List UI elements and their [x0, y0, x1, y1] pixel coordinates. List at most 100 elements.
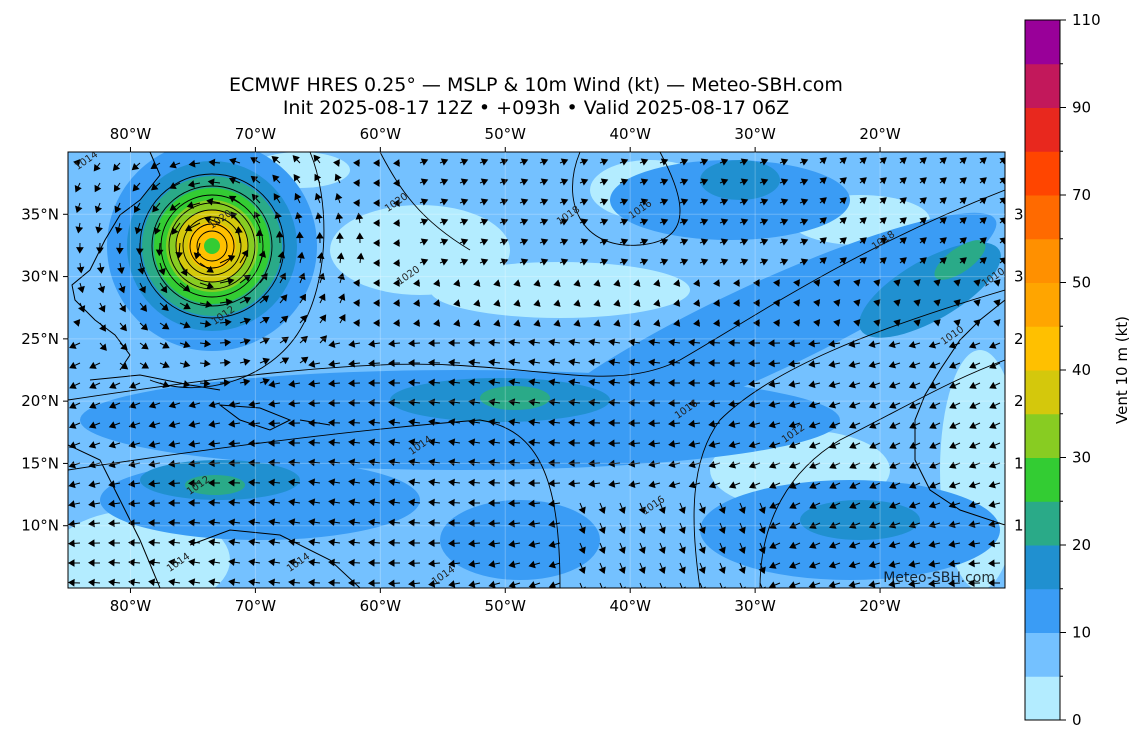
wind-arrow — [639, 258, 649, 266]
wind-arrow — [353, 299, 361, 307]
wind-arrow — [559, 158, 569, 166]
wind-arrow — [168, 558, 181, 567]
coastline — [68, 444, 161, 588]
wind-arrow — [728, 440, 741, 449]
wind-arrow — [393, 199, 401, 207]
wind-arrow — [208, 558, 221, 567]
wind-arrow — [908, 521, 921, 529]
wind-arrow — [779, 218, 789, 226]
wind-arrow — [219, 255, 236, 264]
isobar — [693, 289, 1005, 588]
wind-arrow — [148, 519, 161, 527]
wind-arrow — [335, 212, 344, 224]
wind-arrow — [128, 538, 141, 547]
wind-arrow — [548, 540, 561, 549]
wind-arrow — [428, 539, 441, 547]
wind-arrow — [548, 479, 561, 488]
wind-arrow — [999, 257, 1005, 265]
wind-arrow — [308, 458, 321, 467]
wind-arrow — [99, 322, 106, 332]
wind-arrow — [959, 257, 967, 265]
wind-arrow — [833, 299, 841, 307]
wind-arrow — [439, 158, 449, 166]
wind-arrow — [889, 401, 901, 409]
lon-label: 40°W — [609, 597, 651, 615]
hurricane-eye — [204, 238, 220, 254]
wind-arrow — [833, 319, 841, 327]
wind-arrow — [693, 279, 701, 287]
isobar — [160, 194, 264, 298]
wind-arrow — [769, 521, 781, 529]
wind-arrow — [753, 299, 761, 307]
wind-arrow — [229, 157, 241, 166]
wind-arrow — [158, 262, 166, 276]
colorbar-band — [1025, 151, 1060, 196]
wind-arrow — [659, 198, 669, 206]
colorbar-band — [1025, 282, 1060, 327]
wind-arrow — [873, 279, 881, 287]
wind-arrow — [199, 379, 211, 388]
wind-arrow — [148, 460, 161, 468]
wind-arrow — [356, 232, 364, 244]
wind-arrow — [89, 361, 101, 369]
wind-arrow — [533, 279, 541, 287]
wind-arrow — [393, 299, 401, 307]
wind-arrow — [548, 499, 561, 508]
lon-label: 50°W — [485, 597, 527, 615]
wind-arrow — [619, 178, 629, 186]
wind-arrow — [539, 158, 549, 166]
wind-arrow — [788, 561, 801, 569]
wind-arrow — [288, 518, 301, 527]
wind-arrow — [388, 498, 401, 507]
wind-peak — [185, 475, 245, 495]
wind-arrow — [539, 238, 549, 246]
wind-arrow — [993, 279, 1001, 287]
wind-arrow — [988, 441, 1001, 449]
wind-arrow — [718, 522, 726, 535]
wind-arrow — [159, 282, 168, 294]
wind-arrow — [68, 441, 81, 449]
wind-arrow — [135, 242, 144, 256]
isobar — [759, 359, 1005, 588]
wind-arrow — [138, 282, 146, 294]
wind-arrow — [979, 237, 987, 245]
wind-arrow — [828, 339, 841, 348]
wind-arrow — [849, 441, 861, 449]
wind-arrow — [588, 378, 601, 387]
wind-arrow — [479, 238, 489, 246]
wind-arrow — [813, 279, 821, 287]
wind-arrow — [568, 358, 581, 367]
wind-arrow — [137, 262, 146, 275]
wind-arrow — [150, 162, 161, 169]
wind-arrow — [719, 238, 729, 246]
colorbar-band — [1025, 545, 1060, 590]
wind-arrow — [578, 502, 586, 515]
wind-arrow — [419, 218, 429, 226]
wind-arrow — [949, 461, 961, 469]
wind-arrow — [268, 578, 281, 587]
wind-arrow — [559, 178, 569, 186]
wind-arrow — [708, 338, 721, 347]
wind-arrow — [95, 242, 104, 254]
wind-arrow — [873, 319, 881, 327]
wind-arrow — [188, 440, 201, 448]
wind-arrow — [999, 177, 1005, 185]
wind-arrow — [108, 539, 121, 547]
wind-arrow — [699, 158, 709, 166]
wind-arrow — [108, 421, 121, 429]
wind-arrow — [888, 340, 901, 349]
wind-arrow — [868, 340, 881, 349]
wind-arrow — [288, 399, 301, 408]
wind-arrow — [573, 299, 581, 307]
wind-arrow — [95, 222, 103, 234]
wind-arrow — [295, 231, 304, 244]
wind-arrow — [428, 518, 441, 527]
map-axes: 80°W 80°W 70°W 70°W 60°W 60°W 50°W 50°W 40°W 40°W… — [21, 125, 1005, 615]
wind-arrow — [699, 218, 709, 226]
wind-arrow — [279, 272, 286, 284]
wind-arrow — [819, 177, 827, 185]
wind-core — [800, 500, 920, 540]
wind-arrow — [299, 335, 308, 344]
wind-arrow — [248, 439, 261, 448]
wind-arrow — [228, 459, 241, 467]
